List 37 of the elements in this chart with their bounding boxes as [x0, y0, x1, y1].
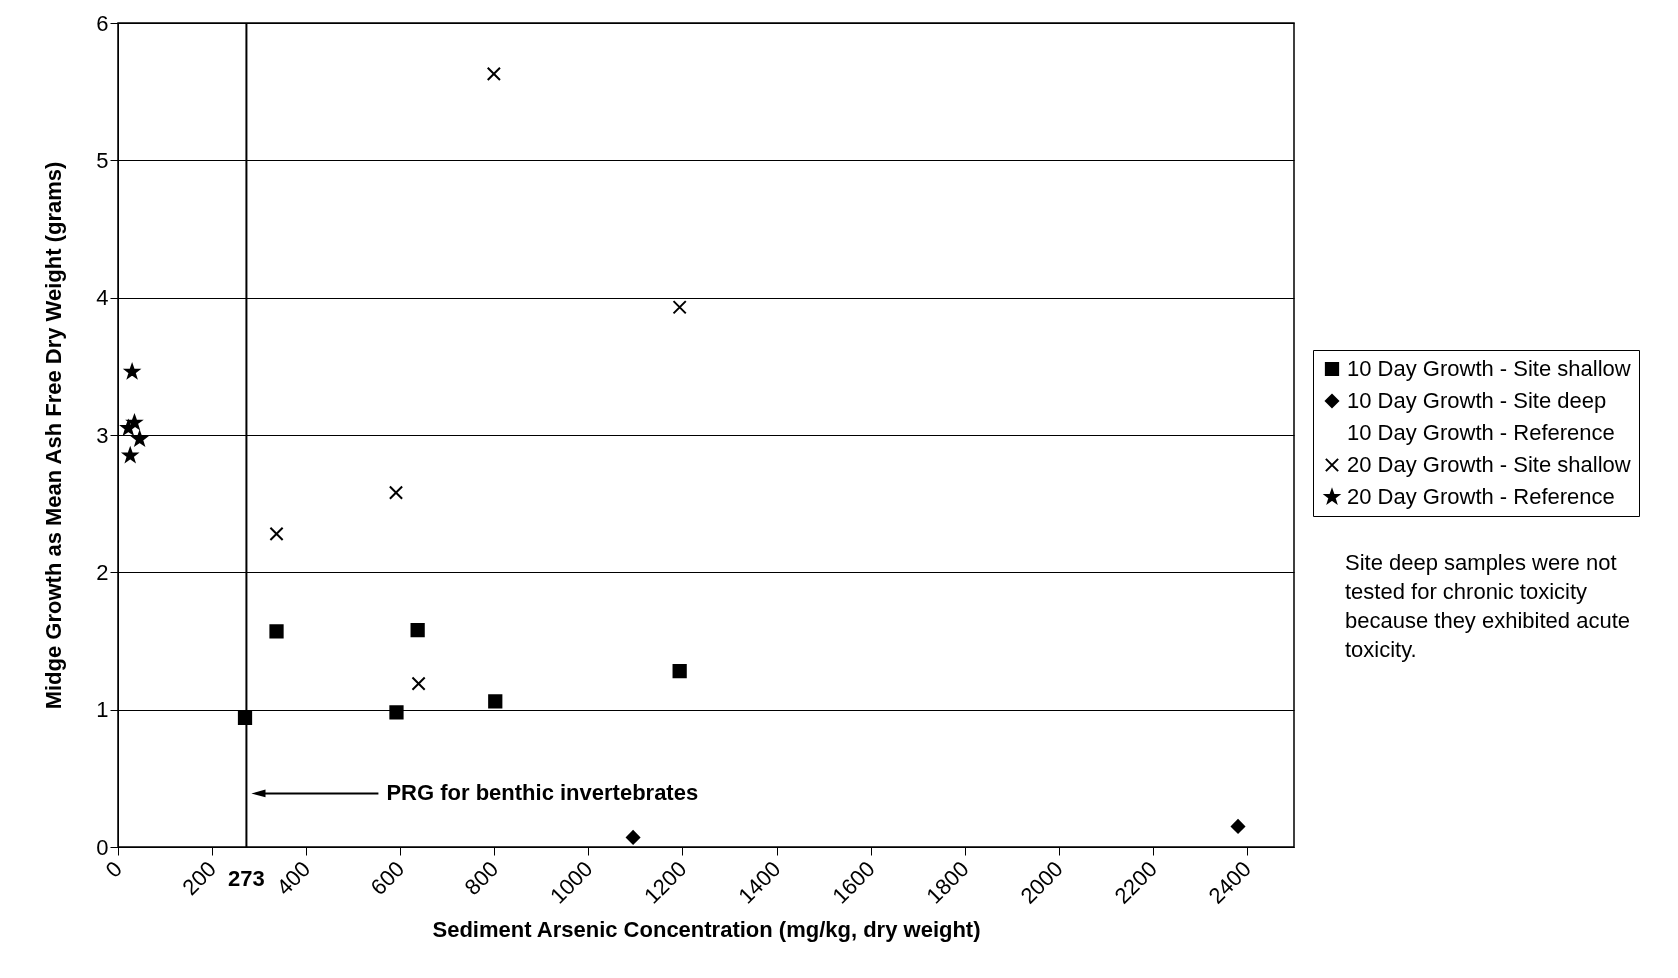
y-tick-label: 6: [96, 10, 109, 36]
y-tick-label: 2: [96, 559, 109, 585]
y-tick-label: 0: [96, 834, 109, 860]
point: [132, 431, 148, 446]
point: [1230, 819, 1246, 834]
legend-label: 10 Day Growth - Reference: [1347, 420, 1615, 445]
y-axis-title: Midge Growth as Mean Ash Free Dry Weight (grams): [41, 161, 67, 710]
legend-label: 10 Day Growth - Site deep: [1347, 388, 1607, 413]
x-tick-label: 800: [459, 856, 504, 900]
x-tick-label: 200: [177, 856, 222, 900]
point: [625, 830, 641, 845]
x-tick-label: 600: [365, 856, 410, 900]
point: [269, 526, 284, 541]
point: [122, 447, 138, 463]
point: [672, 300, 687, 315]
point: [411, 676, 426, 691]
y-tick-label: 4: [96, 285, 109, 311]
point: [672, 664, 687, 679]
text: Site deep samples were not tested for chronic toxicity because they exhibited acute toxicity.: [1345, 549, 1631, 664]
point: [410, 622, 425, 638]
point: [488, 694, 503, 709]
point: [269, 624, 284, 639]
ref-line-label: 273: [228, 866, 265, 891]
point: [486, 66, 501, 81]
annotation: PRG for benthic invertebrates: [386, 780, 699, 806]
point: [388, 485, 404, 500]
y-tick-label: 5: [96, 147, 109, 173]
legend-label: 20 Day Growth - Reference: [1347, 484, 1615, 509]
x-tick-label: 400: [271, 856, 316, 900]
point: [389, 705, 404, 720]
point: [127, 414, 142, 430]
legend-label: 10 Day Growth - Site shallow: [1347, 356, 1631, 381]
y-tick-label: 1: [96, 697, 109, 723]
point: [124, 364, 140, 379]
legend-label: 20 Day Growth - Site shallow: [1347, 452, 1631, 477]
x-axis-title: Sediment Arsenic Concentration (mg/kg, dry weight): [432, 916, 981, 942]
y-tick-label: 3: [96, 422, 109, 448]
